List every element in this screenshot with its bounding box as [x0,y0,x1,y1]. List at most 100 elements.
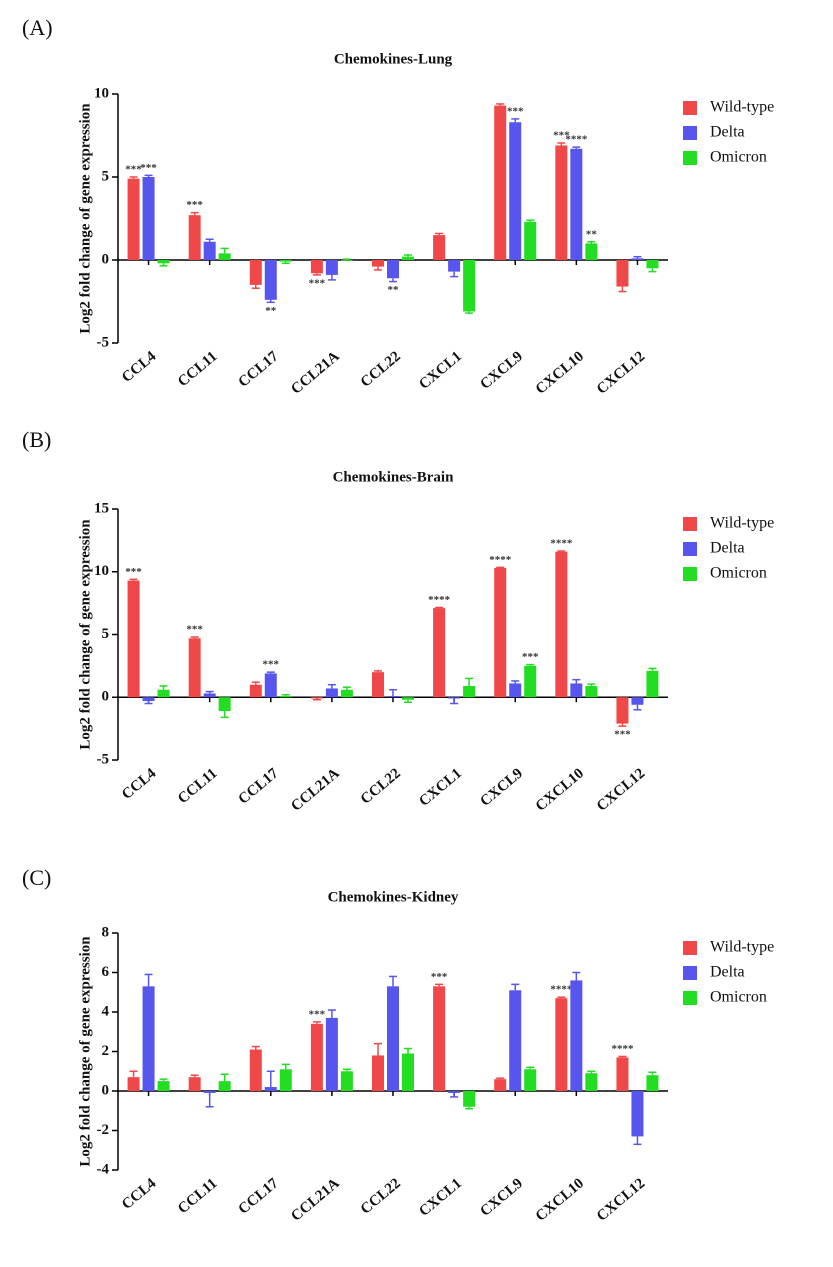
significance: **** [611,1043,634,1055]
bar [157,260,170,264]
legend-label: Wild-type [710,939,774,956]
x-tick-label: CXCL1 [416,1175,465,1219]
significance: ** [586,228,598,240]
bar [249,260,262,285]
bar [218,697,231,712]
bar [218,1081,231,1091]
bar [310,260,323,274]
bar [157,689,170,698]
bar [372,672,384,698]
legend-swatch [683,101,697,115]
x-tick-label: CXCL9 [477,1175,526,1219]
bar [249,1049,262,1091]
panel-label: (C) [22,865,51,890]
legend-label: Wild-type [710,99,774,116]
bar [570,683,583,698]
y-axis-title: Log2 fold change of gene expression [77,936,93,1167]
bar [524,1069,537,1091]
bar [279,1069,292,1091]
significance: *** [125,164,142,176]
bar [127,178,140,260]
x-tick-label: CCL17 [236,765,282,808]
significance: *** [309,1008,326,1020]
x-tick-label: CCL4 [119,1175,160,1213]
bar [524,221,537,260]
panel-label: (B) [22,427,51,452]
x-tick-label: CXCL9 [477,765,526,809]
legend-swatch [683,126,697,140]
significance: *** [431,971,448,983]
bar [127,580,140,698]
bar [585,1073,598,1091]
y-tick-label: 0 [102,251,110,267]
bar [570,980,583,1091]
bar [463,260,476,312]
x-tick-label: CXCL1 [416,765,465,809]
significance: *** [309,277,326,289]
bar [340,1071,353,1091]
legend-swatch [683,966,697,980]
y-axis-title: Log2 fold change of gene expression [77,519,93,750]
legend-label: Wild-type [710,515,774,532]
panel-label: (A) [22,15,53,40]
legend-swatch [683,567,697,581]
significance: ** [388,284,400,296]
x-tick-label: CXCL10 [533,348,587,397]
x-tick-label: CCL22 [358,765,404,807]
bar [631,1091,644,1137]
y-tick-label: 2 [102,1043,110,1059]
significance: *** [507,105,524,117]
bar [142,177,155,260]
bar [372,260,384,267]
significance: *** [186,624,203,636]
bar [157,1081,170,1091]
bar [325,1017,338,1091]
bar [646,670,659,698]
legend-label: Omicron [710,149,767,166]
bar [631,258,644,260]
chart-title: Chemokines-Brain [333,469,455,485]
bar [387,695,399,698]
y-tick-label: 15 [94,500,109,516]
legend-label: Omicron [710,565,767,582]
y-tick-label: 0 [102,1082,110,1098]
legend-swatch [683,517,697,531]
bar [509,683,522,698]
legend-label: Omicron [710,989,767,1006]
bar [585,685,598,698]
x-tick-label: CXCL1 [416,348,465,392]
bar [387,260,399,279]
significance: *** [140,162,157,174]
bar [218,253,231,260]
bar [325,688,338,698]
legend-label: Delta [710,540,745,557]
bar [203,241,216,260]
bar [555,998,568,1091]
bar [448,1091,461,1093]
y-tick-label: 5 [102,168,110,184]
x-tick-label: CXCL9 [477,348,526,392]
y-tick-label: 0 [102,689,110,705]
legend-swatch [683,991,697,1005]
bar [127,1077,140,1091]
bar [402,1053,414,1091]
x-tick-label: CXCL12 [594,1175,648,1224]
bar [279,695,292,698]
bar [264,673,277,698]
y-tick-label: 10 [94,85,109,101]
bar [494,1079,507,1091]
chart-title: Chemokines-Lung [334,51,453,67]
y-tick-label: 8 [102,924,110,940]
legend-label: Delta [710,124,745,141]
bar [387,986,399,1091]
bar [402,697,414,700]
chart-title: Chemokines-Kidney [328,889,459,905]
x-tick-label: CCL22 [358,348,404,390]
bar [494,105,507,261]
x-tick-label: CCL4 [119,348,160,386]
x-tick-label: CXCL10 [533,765,587,814]
x-tick-label: CCL11 [175,1175,220,1217]
bar [340,260,353,261]
bar [555,145,568,260]
